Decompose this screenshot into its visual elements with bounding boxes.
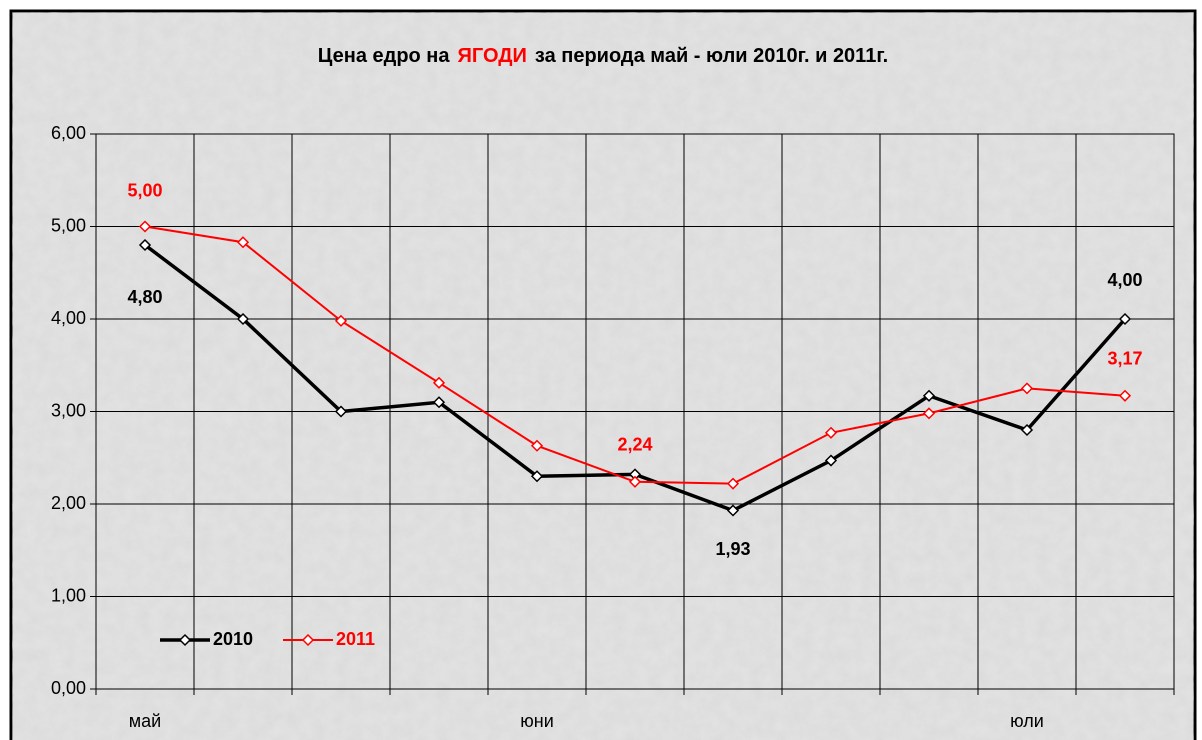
legend-marker: [301, 633, 315, 647]
point-marker: [922, 407, 936, 420]
data-label: 5,00: [127, 180, 162, 200]
chart-title: Цена едро на ЯГОДИ за периода май - юли 20…: [318, 45, 888, 67]
title-part: за периода май - юли 2010г. и 2011г.: [535, 45, 888, 67]
data-label: 3,17: [1107, 349, 1142, 369]
point-marker: [236, 312, 250, 326]
texture: [12, 12, 1194, 740]
x-tick-label: май: [129, 711, 161, 731]
point-marker: [628, 475, 642, 488]
point-marker: [236, 236, 250, 249]
legend-marker: [178, 633, 192, 647]
point-marker: [726, 504, 740, 517]
point-marker: [824, 426, 838, 439]
y-tick-label: 2,00: [51, 493, 86, 513]
data-label: 2,24: [617, 435, 652, 455]
title-part: Цена едро на: [318, 45, 451, 67]
point-marker: [530, 439, 544, 452]
data-label: 1,93: [715, 539, 750, 559]
legend-label: 2010: [213, 629, 253, 649]
x-tick-label: юни: [520, 711, 554, 731]
point-marker: [138, 220, 152, 233]
point-marker: [1020, 423, 1034, 437]
point-marker: [432, 396, 446, 409]
point-marker: [530, 470, 544, 483]
data-label: 4,80: [127, 287, 162, 307]
point-marker: [726, 477, 740, 490]
point-marker: [824, 454, 838, 467]
point-marker: [334, 314, 348, 327]
y-tick-label: 1,00: [51, 585, 86, 605]
y-tick-label: 6,00: [51, 123, 86, 143]
title-part: ЯГОДИ: [458, 45, 527, 67]
point-marker: [138, 238, 152, 252]
point-marker: [922, 389, 936, 402]
point-marker: [1118, 389, 1132, 402]
x-tick-label: юли: [1010, 711, 1044, 731]
y-tick-label: 0,00: [51, 678, 86, 698]
point-marker: [1118, 312, 1132, 326]
y-tick-label: 4,00: [51, 308, 86, 328]
y-tick-label: 3,00: [51, 400, 86, 420]
point-marker: [432, 376, 446, 389]
legend-label: 2011: [336, 629, 375, 649]
point-marker: [1020, 382, 1034, 395]
point-marker: [334, 405, 348, 418]
y-tick-label: 5,00: [51, 215, 86, 235]
data-label: 4,00: [1107, 270, 1142, 290]
